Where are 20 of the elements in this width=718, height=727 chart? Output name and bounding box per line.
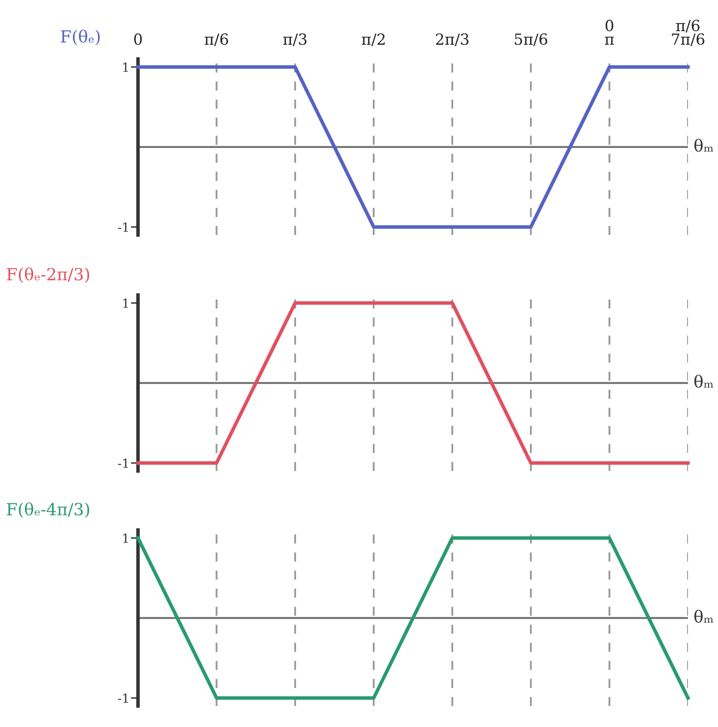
x-tick-label: π/3: [283, 33, 306, 46]
y-tick-label: 1: [123, 533, 128, 543]
x-tick-label: 0 π: [604, 20, 614, 45]
x-axis-title: θₘ: [694, 374, 714, 388]
x-axis-title: θₘ: [694, 138, 714, 152]
y-tick-label: 1: [123, 298, 128, 308]
y-tick-label: -1: [118, 458, 128, 468]
x-tick-label: π/6 7π/6: [672, 20, 704, 46]
x-tick-label: 5π/6: [514, 33, 548, 46]
x-tick-label: π/2: [362, 33, 385, 46]
x-tick-label: 2π/3: [436, 33, 468, 46]
y-tick-label: -1: [118, 222, 128, 232]
y-tick-label: -1: [118, 693, 128, 703]
chart-title: F(θₑ): [60, 30, 100, 46]
y-tick-label: 1: [123, 62, 128, 72]
x-axis-title: θₘ: [694, 610, 714, 623]
chart-title: F(θₑ-4π/3): [6, 502, 90, 518]
x-tick-label: 0: [134, 33, 142, 45]
x-tick-label: π/6: [204, 33, 228, 46]
chart-title: F(θₑ-2π/3): [6, 267, 90, 283]
